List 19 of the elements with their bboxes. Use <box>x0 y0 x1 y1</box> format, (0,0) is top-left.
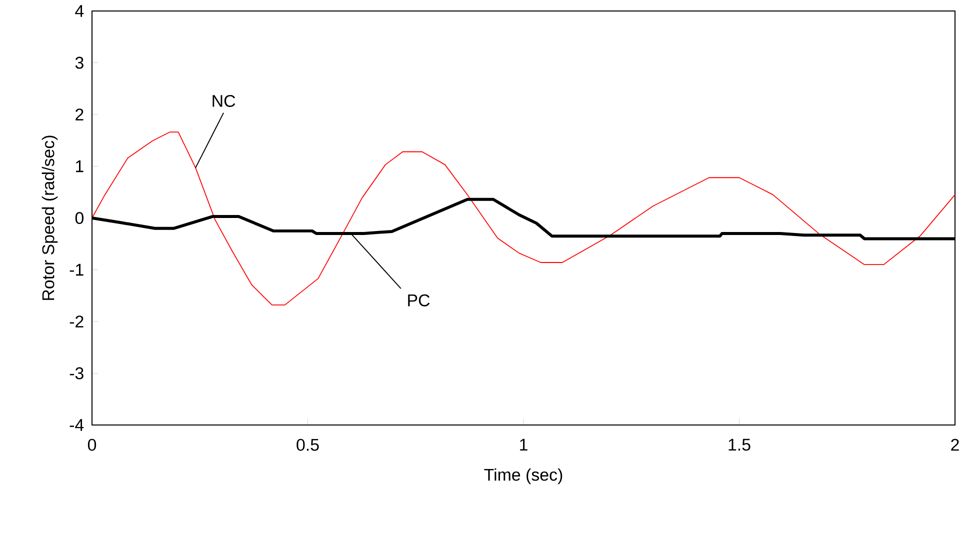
y-tick-label: 0 <box>75 212 84 224</box>
x-tick-label: 1 <box>520 438 528 450</box>
x-tick-label: 1.5 <box>728 438 750 451</box>
y-tick-label: 4 <box>75 5 84 17</box>
y-tick-label: -1 <box>70 264 84 276</box>
y-tick-label: -4 <box>70 419 84 431</box>
y-tick-label: -2 <box>70 316 84 328</box>
y-tick-label: 1 <box>76 160 84 172</box>
y-tick-label: 2 <box>76 108 84 120</box>
annotation: PC <box>408 294 430 306</box>
y-tick-label: 3 <box>75 56 84 69</box>
line-series <box>92 132 956 306</box>
annotation: NC <box>212 94 236 107</box>
y-axis-title: Rotor Speed (rad/sec) <box>42 136 58 300</box>
y-tick-label: -3 <box>70 367 84 380</box>
x-tick-label: 2 <box>951 438 959 451</box>
x-axis-title: Time (sec) <box>484 468 562 484</box>
x-tick-label: 0.5 <box>296 438 319 451</box>
x-tick-label: 0 <box>88 438 96 451</box>
